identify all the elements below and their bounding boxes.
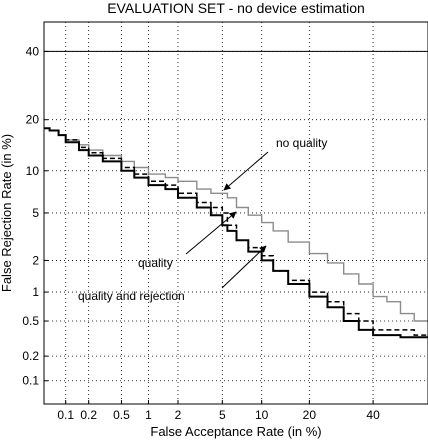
y-tick-label: 2 — [32, 253, 39, 267]
y-tick-label: 0.2 — [22, 349, 39, 363]
series-layer — [44, 127, 428, 339]
y-axis-label: False Rejection Rate (in %) — [0, 134, 14, 292]
y-tick-label: 40 — [26, 44, 40, 58]
x-tick-label: 20 — [303, 408, 317, 422]
x-tick-label: 1 — [145, 408, 152, 422]
x-tick-label: 2 — [175, 408, 182, 422]
annotation-no-quality: no quality — [276, 136, 327, 150]
x-tick-label: 0.5 — [113, 408, 130, 422]
annotations: no quality quality quality and rejection — [78, 136, 327, 303]
chart-title: EVALUATION SET - no device estimation — [107, 0, 365, 16]
y-tick-labels: 0.1 0.2 0.5 1 2 5 10 20 40 — [22, 44, 48, 388]
annotation-quality-and-rejection: quality and rejection — [78, 289, 185, 303]
series-line-no-quality — [44, 127, 428, 322]
y-tick-label: 1 — [32, 285, 39, 299]
x-tick-label: 10 — [255, 408, 269, 422]
x-tick-label: 0.2 — [80, 408, 97, 422]
grid — [44, 22, 428, 404]
annotation-quality: quality — [138, 256, 173, 270]
annotation-quality-and-rejection-arrow — [221, 245, 267, 289]
x-axis-label: False Acceptance Rate (in %) — [150, 424, 321, 439]
x-tick-labels: 0.1 0.2 0.5 1 2 5 10 20 40 — [57, 400, 380, 422]
y-tick-label: 5 — [32, 206, 39, 220]
y-tick-label: 20 — [26, 113, 40, 127]
y-tick-label: 0.5 — [22, 314, 39, 328]
y-tick-label: 0.1 — [22, 374, 39, 388]
series-line-quality-and-rejection — [44, 127, 428, 339]
x-tick-label: 40 — [366, 408, 380, 422]
y-tick-label: 10 — [26, 164, 40, 178]
annotation-no-quality-arrow — [223, 151, 269, 191]
x-tick-label: 5 — [219, 408, 226, 422]
x-tick-label: 0.1 — [57, 408, 74, 422]
annotation-quality-arrow — [185, 211, 237, 255]
